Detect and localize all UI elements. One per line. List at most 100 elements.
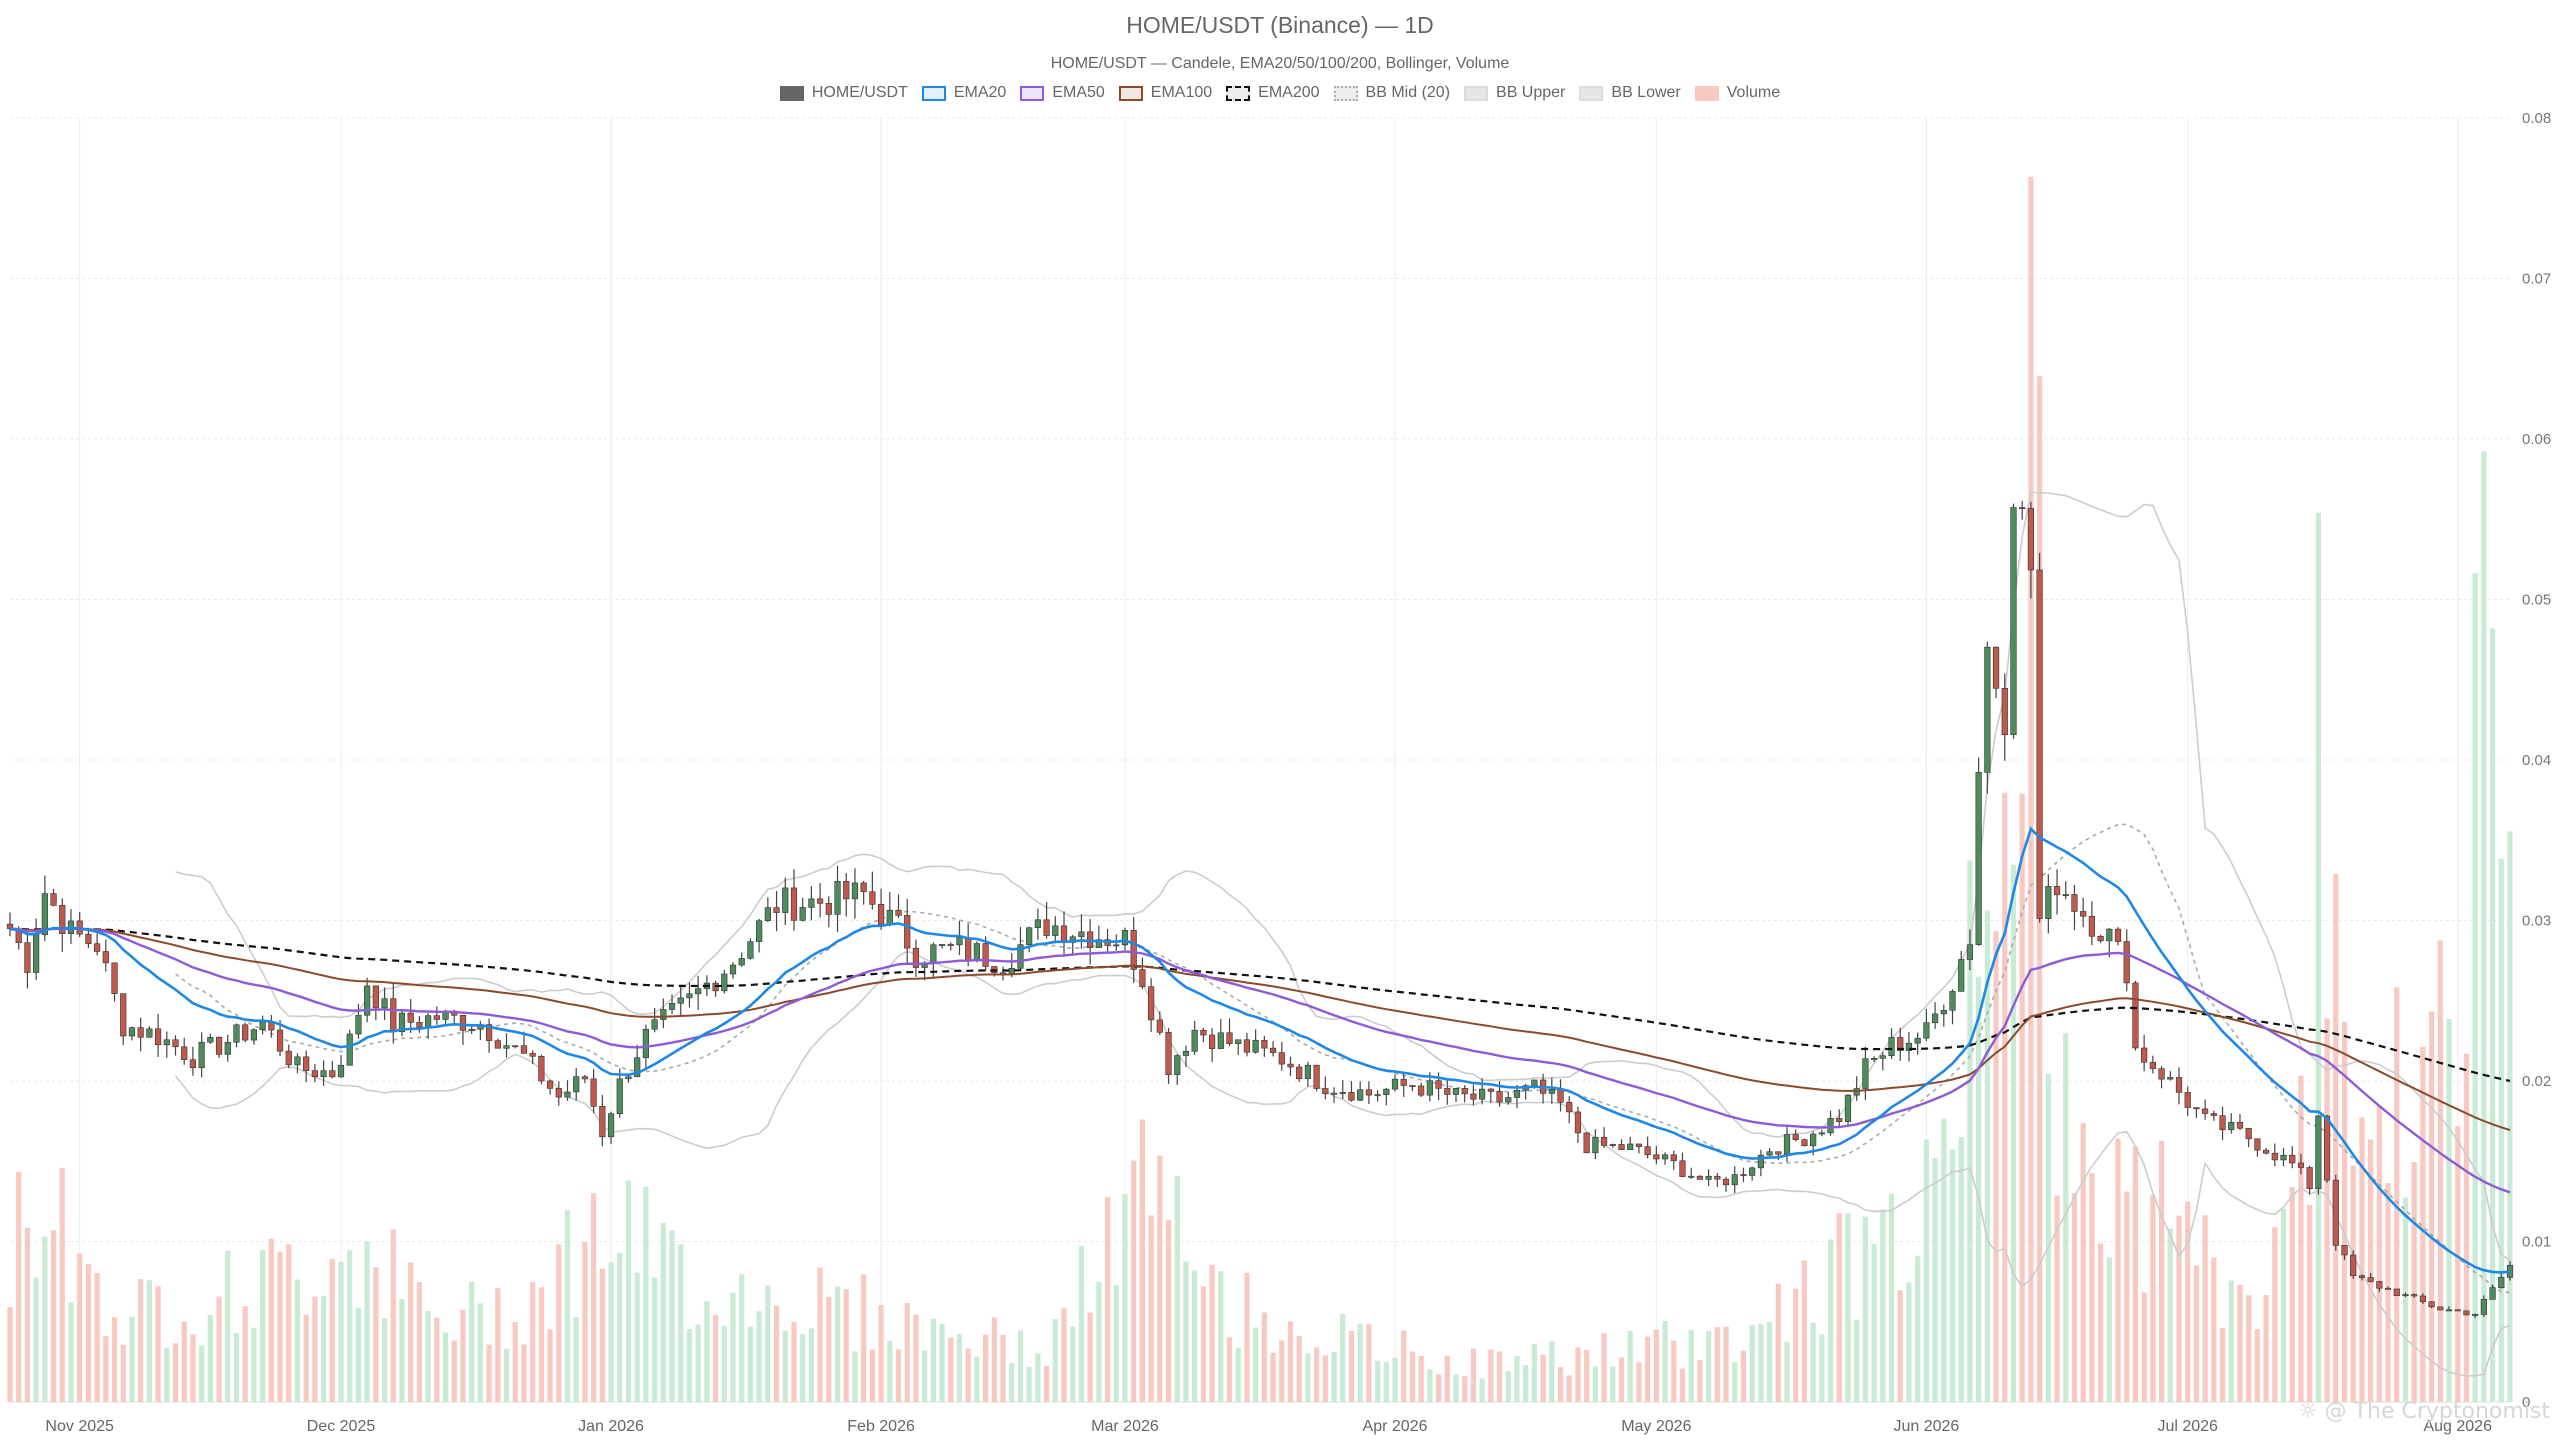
volume-bar bbox=[1784, 1341, 1790, 1402]
candle-body bbox=[2202, 1108, 2209, 1114]
y-tick-label: 0.03 bbox=[2522, 913, 2551, 930]
volume-bar bbox=[42, 1236, 48, 1402]
volume-bar bbox=[146, 1280, 152, 1402]
legend-item[interactable]: BB Upper bbox=[1464, 84, 1565, 102]
volume-bar bbox=[416, 1282, 423, 1402]
volume-bar bbox=[1793, 1288, 1799, 1402]
volume-bar bbox=[686, 1329, 693, 1402]
volume-bar bbox=[1113, 1285, 1119, 1402]
candle-body bbox=[1113, 944, 1120, 947]
candle-body bbox=[965, 937, 972, 961]
candle-body bbox=[895, 909, 902, 916]
candle-body bbox=[1844, 1094, 1852, 1122]
candle-body bbox=[1296, 1066, 1303, 1079]
legend-item[interactable]: EMA20 bbox=[921, 84, 1006, 102]
legend-item[interactable]: EMA100 bbox=[1118, 84, 1213, 102]
volume-bar bbox=[1148, 1215, 1154, 1402]
candle-body bbox=[2010, 507, 2017, 735]
volume-bar bbox=[791, 1321, 797, 1402]
candle-body bbox=[425, 1015, 432, 1028]
candle-body bbox=[242, 1024, 249, 1041]
volume-bar bbox=[1531, 1344, 1537, 1402]
volume-bar bbox=[2254, 1329, 2260, 1402]
candle-body bbox=[1017, 944, 1024, 969]
legend-item[interactable]: EMA200 bbox=[1226, 84, 1320, 102]
candle-body bbox=[538, 1055, 545, 1082]
candle-body bbox=[1026, 927, 1033, 945]
candle-body bbox=[625, 1076, 632, 1080]
candle-body bbox=[1827, 1118, 1834, 1134]
volume-bar bbox=[573, 1316, 579, 1402]
volume-bar bbox=[1932, 1158, 1938, 1402]
volume-bar bbox=[651, 1277, 658, 1402]
candle-body bbox=[773, 907, 780, 913]
volume-bar bbox=[1967, 860, 1973, 1402]
candle-body bbox=[94, 943, 101, 952]
volume-bar bbox=[1192, 1270, 1198, 1402]
volume-bar bbox=[2019, 793, 2025, 1402]
volume-bar bbox=[1427, 1369, 1433, 1402]
volume-bar bbox=[2333, 874, 2339, 1402]
candle-body bbox=[1357, 1089, 1364, 1101]
volume-bar bbox=[1871, 1243, 1877, 1402]
legend-item[interactable]: HOME/USDT bbox=[779, 84, 908, 102]
candle-body bbox=[1383, 1088, 1390, 1095]
volume-bar bbox=[1409, 1351, 1416, 1402]
volume-bar bbox=[808, 1328, 814, 1402]
candle-body bbox=[85, 933, 92, 945]
volume-bar bbox=[2315, 512, 2321, 1402]
legend-item[interactable]: BB Mid (20) bbox=[1333, 84, 1450, 102]
candle-body bbox=[215, 1036, 223, 1055]
volume-bar bbox=[2158, 1140, 2165, 1402]
candle-body bbox=[1444, 1088, 1451, 1095]
candle-body bbox=[320, 1070, 327, 1078]
candle-body bbox=[1757, 1154, 1764, 1169]
volume-bar bbox=[1401, 1330, 1407, 1402]
legend-item[interactable]: EMA50 bbox=[1020, 84, 1105, 102]
volume-bar bbox=[2202, 1215, 2208, 1402]
volume-bar bbox=[1235, 1347, 1241, 1402]
volume-bar bbox=[225, 1250, 231, 1402]
volume-bar bbox=[442, 1332, 449, 1402]
volume-bar bbox=[199, 1345, 205, 1402]
volume-bar bbox=[939, 1323, 945, 1402]
candle-body bbox=[1557, 1089, 1564, 1103]
volume-bar bbox=[826, 1296, 832, 1402]
volume-bar bbox=[303, 1314, 309, 1402]
candle-body bbox=[512, 1045, 519, 1048]
volume-bar bbox=[59, 1167, 65, 1402]
volume-bar bbox=[260, 1249, 266, 1402]
candle-body bbox=[817, 898, 824, 904]
volume-bar bbox=[1374, 1360, 1381, 1402]
chart-title: HOME/USDT (Binance) — 1D bbox=[1126, 12, 1434, 38]
candle-body bbox=[259, 1021, 266, 1031]
volume-bar bbox=[1322, 1355, 1328, 1402]
volume-bar bbox=[364, 1241, 370, 1402]
volume-bar bbox=[721, 1325, 727, 1402]
legend-label: EMA50 bbox=[1052, 84, 1105, 101]
legend-label: EMA100 bbox=[1150, 84, 1213, 101]
volume-bar bbox=[2106, 1257, 2112, 1402]
volume-bar bbox=[1314, 1347, 1320, 1402]
volume-bar bbox=[1122, 1194, 1128, 1402]
candle-body bbox=[2167, 1077, 2174, 1080]
candle-body bbox=[1958, 959, 1965, 992]
watermark-logo-icon: ☼ @ bbox=[2297, 1399, 2354, 1424]
volume-bar bbox=[1671, 1340, 1677, 1402]
candle-body bbox=[607, 1113, 615, 1138]
volume-bar bbox=[434, 1317, 440, 1402]
volume-bar bbox=[2010, 864, 2017, 1402]
volume-bar bbox=[1096, 1282, 1102, 1402]
watermark-text: The Cryptonomist bbox=[2353, 1399, 2550, 1424]
legend-item[interactable]: Volume bbox=[1694, 84, 1780, 102]
volume-bar bbox=[155, 1286, 161, 1402]
volume-bar bbox=[1897, 1290, 1903, 1402]
legend-swatch bbox=[779, 85, 804, 101]
candle-body bbox=[2114, 928, 2122, 942]
volume-bar bbox=[1627, 1330, 1633, 1402]
volume-bar bbox=[2489, 628, 2496, 1402]
candle-body bbox=[128, 1027, 136, 1037]
legend-item[interactable]: BB Lower bbox=[1579, 84, 1681, 102]
volume-bar bbox=[2368, 1139, 2374, 1402]
candle-body bbox=[764, 907, 771, 922]
